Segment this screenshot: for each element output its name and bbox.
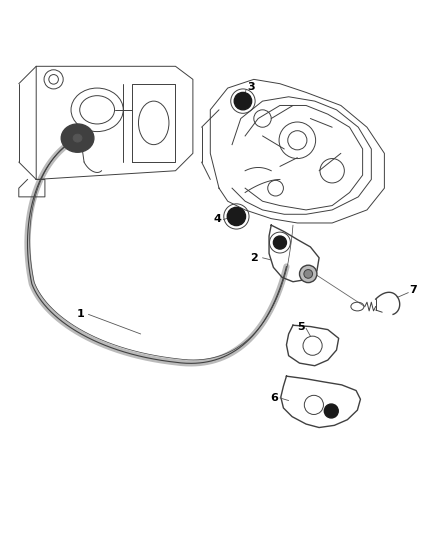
Circle shape	[227, 207, 246, 225]
Text: 6: 6	[270, 393, 278, 403]
Text: 4: 4	[213, 214, 221, 224]
Ellipse shape	[68, 130, 87, 147]
Text: 7: 7	[410, 286, 417, 295]
Ellipse shape	[61, 124, 94, 152]
Text: 3: 3	[247, 82, 255, 92]
Text: 2: 2	[251, 253, 258, 263]
Circle shape	[304, 270, 313, 278]
Ellipse shape	[62, 136, 70, 142]
Text: 1: 1	[76, 309, 84, 319]
Circle shape	[300, 265, 317, 282]
Circle shape	[273, 236, 286, 249]
Ellipse shape	[73, 134, 82, 142]
Circle shape	[324, 404, 338, 418]
Circle shape	[234, 92, 252, 110]
Text: 5: 5	[297, 321, 305, 332]
